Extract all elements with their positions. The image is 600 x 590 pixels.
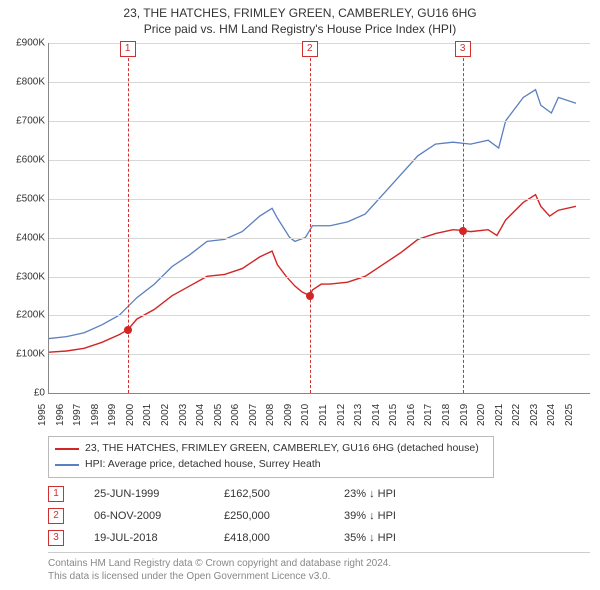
x-tick-label: 2004 xyxy=(195,404,206,426)
y-tick-label: £100K xyxy=(3,349,45,360)
event-row-num: 3 xyxy=(48,530,64,546)
x-tick-label: 2010 xyxy=(300,404,311,426)
x-tick-label: 2000 xyxy=(125,404,136,426)
event-line xyxy=(310,43,311,393)
legend-label-property: 23, THE HATCHES, FRIMLEY GREEN, CAMBERLE… xyxy=(85,441,479,457)
x-tick-label: 1998 xyxy=(90,404,101,426)
event-row-date: 19-JUL-2018 xyxy=(94,532,194,544)
x-tick-label: 2017 xyxy=(423,404,434,426)
x-tick-label: 1997 xyxy=(72,404,83,426)
event-dot xyxy=(459,227,467,235)
x-tick-label: 2022 xyxy=(511,404,522,426)
y-tick-label: £500K xyxy=(3,193,45,204)
event-marker-box: 2 xyxy=(302,41,318,57)
y-tick-label: £200K xyxy=(3,310,45,321)
y-tick-label: £800K xyxy=(3,77,45,88)
x-tick-label: 2024 xyxy=(546,404,557,426)
x-tick-label: 2003 xyxy=(177,404,188,426)
event-row: 1 25-JUN-1999 £162,500 23% ↓ HPI xyxy=(48,486,590,502)
x-tick-label: 2011 xyxy=(318,405,329,427)
x-tick-label: 2023 xyxy=(529,404,540,426)
y-tick-label: £0 xyxy=(3,388,45,399)
title-subtitle: Price paid vs. HM Land Registry's House … xyxy=(0,22,600,38)
event-marker-box: 1 xyxy=(120,41,136,57)
x-tick-label: 2018 xyxy=(441,404,452,426)
gridline xyxy=(49,277,590,278)
event-row-price: £250,000 xyxy=(224,510,314,522)
footer-line-2: This data is licensed under the Open Gov… xyxy=(48,570,590,583)
gridline xyxy=(49,121,590,122)
x-tick-label: 2009 xyxy=(283,404,294,426)
event-row: 3 19-JUL-2018 £418,000 35% ↓ HPI xyxy=(48,530,590,546)
gridline xyxy=(49,199,590,200)
x-tick-label: 2014 xyxy=(371,404,382,426)
event-row-date: 06-NOV-2009 xyxy=(94,510,194,522)
x-tick-label: 2008 xyxy=(265,404,276,426)
x-tick-label: 2007 xyxy=(248,404,259,426)
chart-legend: 23, THE HATCHES, FRIMLEY GREEN, CAMBERLE… xyxy=(48,436,494,478)
legend-item-property: 23, THE HATCHES, FRIMLEY GREEN, CAMBERLE… xyxy=(55,441,487,457)
gridline xyxy=(49,82,590,83)
x-tick-label: 2002 xyxy=(160,404,171,426)
y-tick-label: £300K xyxy=(3,271,45,282)
x-tick-label: 2016 xyxy=(406,404,417,426)
chart-lines xyxy=(49,43,590,393)
x-tick-label: 2001 xyxy=(142,404,153,426)
x-tick-label: 2025 xyxy=(564,404,575,426)
event-row-num: 1 xyxy=(48,486,64,502)
x-tick-label: 1996 xyxy=(54,404,65,426)
event-row-date: 25-JUN-1999 xyxy=(94,488,194,500)
event-dot xyxy=(306,292,314,300)
event-line xyxy=(463,43,464,393)
event-marker-box: 3 xyxy=(455,41,471,57)
legend-label-hpi: HPI: Average price, detached house, Surr… xyxy=(85,457,321,473)
event-row-num: 2 xyxy=(48,508,64,524)
event-row-delta: 39% ↓ HPI xyxy=(344,510,396,522)
x-tick-label: 2015 xyxy=(388,404,399,426)
event-dot xyxy=(124,326,132,334)
event-row-price: £162,500 xyxy=(224,488,314,500)
y-tick-label: £400K xyxy=(3,232,45,243)
x-tick-label: 2012 xyxy=(335,404,346,426)
x-tick-label: 2019 xyxy=(458,404,469,426)
x-tick-label: 2020 xyxy=(476,404,487,426)
x-axis-labels: 1995199619971998199920002001200220032004… xyxy=(48,396,590,430)
x-tick-label: 1999 xyxy=(107,404,118,426)
title-address: 23, THE HATCHES, FRIMLEY GREEN, CAMBERLE… xyxy=(0,6,600,22)
legend-swatch-property xyxy=(55,448,79,450)
legend-item-hpi: HPI: Average price, detached house, Surr… xyxy=(55,457,487,473)
event-row-delta: 23% ↓ HPI xyxy=(344,488,396,500)
x-tick-label: 1995 xyxy=(37,404,48,426)
footer-attribution: Contains HM Land Registry data © Crown c… xyxy=(48,552,590,583)
y-tick-label: £700K xyxy=(3,115,45,126)
gridline xyxy=(49,315,590,316)
y-tick-label: £600K xyxy=(3,154,45,165)
gridline xyxy=(49,354,590,355)
gridline xyxy=(49,160,590,161)
legend-swatch-hpi xyxy=(55,464,79,466)
event-row: 2 06-NOV-2009 £250,000 39% ↓ HPI xyxy=(48,508,590,524)
x-tick-label: 2021 xyxy=(494,404,505,426)
y-tick-label: £900K xyxy=(3,38,45,49)
gridline xyxy=(49,238,590,239)
x-tick-label: 2013 xyxy=(353,404,364,426)
x-tick-label: 2006 xyxy=(230,404,241,426)
event-line xyxy=(128,43,129,393)
events-table: 1 25-JUN-1999 £162,500 23% ↓ HPI 2 06-NOV-200… xyxy=(48,486,590,546)
event-row-delta: 35% ↓ HPI xyxy=(344,532,396,544)
footer-line-1: Contains HM Land Registry data © Crown c… xyxy=(48,557,590,570)
title-block: 23, THE HATCHES, FRIMLEY GREEN, CAMBERLE… xyxy=(0,0,600,37)
price-chart: £0£100K£200K£300K£400K£500K£600K£700K£80… xyxy=(48,43,590,394)
event-row-price: £418,000 xyxy=(224,532,314,544)
x-tick-label: 2005 xyxy=(213,404,224,426)
